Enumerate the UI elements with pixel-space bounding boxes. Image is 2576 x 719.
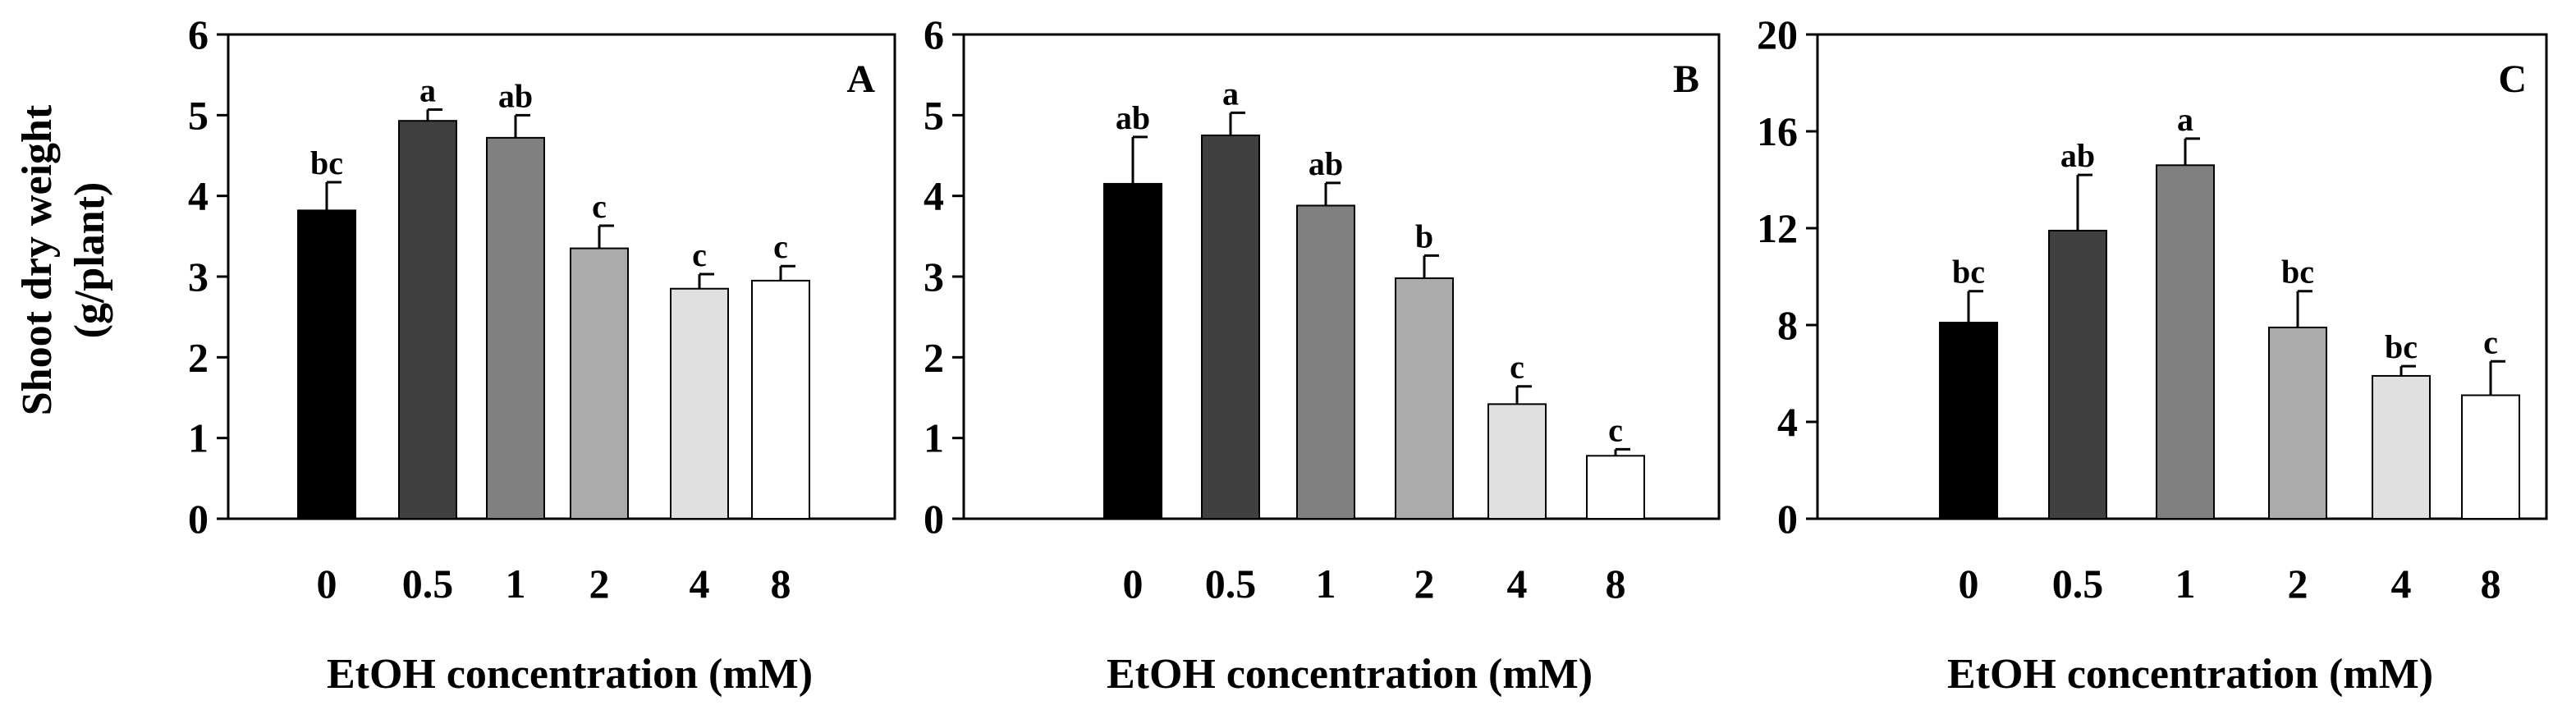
y-tick-label: 16 <box>1757 108 1798 154</box>
y-axis-title-line-1: Shoot dry weight <box>14 104 61 415</box>
significance-letter: ab <box>1116 99 1150 136</box>
bar <box>2461 394 2520 520</box>
bar <box>2156 164 2215 520</box>
x-category-label: 0 <box>1123 561 1144 607</box>
x-category-label: 0 <box>317 561 337 607</box>
x-axis-title: EtOH concentration (mM) <box>327 651 813 698</box>
bar <box>570 247 629 520</box>
x-category-label: 8 <box>771 561 791 607</box>
y-axis-title: Shoot dry weight (g/plant) <box>14 104 113 415</box>
bar <box>1201 134 1260 520</box>
y-tick-label: 2 <box>188 334 209 380</box>
x-category-label: 4 <box>1507 561 1528 607</box>
significance-letter: bc <box>2281 254 2314 291</box>
y-tick-label: 4 <box>188 173 209 219</box>
significance-letter: a <box>1222 75 1239 112</box>
significance-letter: c <box>692 236 707 273</box>
y-tick-label: 6 <box>924 11 944 57</box>
bar <box>1487 403 1547 520</box>
significance-letter: ab <box>498 77 533 114</box>
significance-letter: bc <box>310 144 343 181</box>
y-tick-label: 6 <box>188 11 209 57</box>
x-category-label: 4 <box>690 561 710 607</box>
chart-panel-c: 0 4 8 12 16 20 bc 0 ab 0.5 a 1 bc 2 bc 4 c 8 C EtOH concent… <box>1757 11 2548 698</box>
panel-label: C <box>2498 57 2527 101</box>
significance-letter: bc <box>2385 328 2418 365</box>
chart-panel-a: 0 1 2 3 4 5 6 bc 0 a 0.5 ab 1 c 2 c 4 c 8 A EtOH concentrati… <box>188 11 896 698</box>
bar <box>1395 277 1454 520</box>
x-category-label: 8 <box>2481 561 2501 607</box>
y-axis-title-line-2: (g/plant) <box>66 182 113 339</box>
x-category-label: 2 <box>2288 561 2308 607</box>
x-category-label: 0.5 <box>1205 561 1257 607</box>
significance-letter: ab <box>1309 145 1343 182</box>
x-category-label: 2 <box>1414 561 1435 607</box>
y-tick-label: 4 <box>1777 399 1798 445</box>
bar <box>2372 374 2431 520</box>
significance-letter: ab <box>2060 137 2095 174</box>
x-category-label: 0.5 <box>2052 561 2104 607</box>
significance-letter: c <box>773 228 788 265</box>
x-category-label: 0 <box>1959 561 1979 607</box>
y-tick-label: 0 <box>924 496 944 542</box>
significance-letter: c <box>1510 349 1524 386</box>
y-tick-label: 3 <box>188 254 209 300</box>
significance-letter: a <box>2177 101 2193 138</box>
bar <box>1939 322 1998 520</box>
y-tick-label: 4 <box>924 173 944 219</box>
significance-letter: bc <box>1952 254 1985 291</box>
y-tick-label: 5 <box>188 92 209 138</box>
x-category-label: 8 <box>1606 561 1626 607</box>
x-category-label: 0.5 <box>402 561 454 607</box>
y-tick-label: 3 <box>924 254 944 300</box>
bar <box>751 279 810 520</box>
x-category-label: 4 <box>2391 561 2412 607</box>
y-tick-label: 12 <box>1757 205 1798 251</box>
bar <box>1296 204 1355 520</box>
x-category-label: 1 <box>506 561 526 607</box>
significance-letter: b <box>1415 218 1433 254</box>
significance-letter: c <box>2483 323 2498 360</box>
x-category-label: 1 <box>1316 561 1336 607</box>
y-tick-label: 20 <box>1757 11 1798 57</box>
x-axis-title: EtOH concentration (mM) <box>1107 651 1593 698</box>
bar <box>297 209 356 520</box>
bar <box>2268 326 2327 520</box>
y-tick-label: 1 <box>188 415 209 461</box>
significance-letter: c <box>1608 411 1623 448</box>
y-tick-label: 5 <box>924 92 944 138</box>
chart-panel-b: 0 1 2 3 4 5 6 ab 0 a 0.5 ab 1 b 2 c 4 c 8 B EtOH concentrati… <box>924 11 1721 698</box>
bar <box>1586 455 1645 520</box>
bar <box>2048 229 2107 520</box>
y-tick-label: 1 <box>924 415 944 461</box>
x-category-label: 2 <box>589 561 610 607</box>
x-category-label: 1 <box>2175 561 2196 607</box>
y-tick-label: 0 <box>1777 496 1798 542</box>
panel-label: A <box>846 57 875 101</box>
y-tick-label: 0 <box>188 496 209 542</box>
panel-label: B <box>1673 57 1699 101</box>
bar <box>486 136 545 520</box>
significance-letter: c <box>592 188 607 225</box>
bar <box>670 287 729 520</box>
bar <box>398 120 457 520</box>
significance-letter: a <box>419 71 436 108</box>
x-axis-title: EtOH concentration (mM) <box>1947 651 2433 698</box>
bar <box>1103 182 1162 520</box>
y-tick-label: 2 <box>924 334 944 380</box>
y-tick-label: 8 <box>1777 302 1798 348</box>
